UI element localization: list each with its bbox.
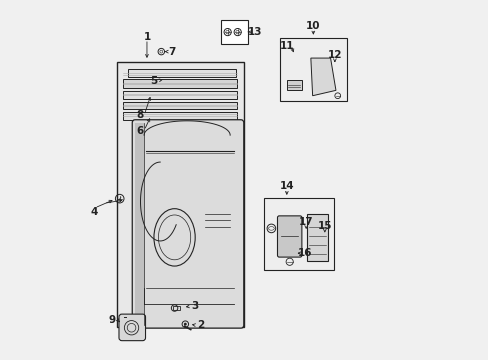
Bar	[122, 79, 237, 88]
Text: 7: 7	[168, 46, 175, 57]
Text: 17: 17	[298, 217, 313, 227]
FancyBboxPatch shape	[132, 120, 244, 328]
Bar	[221, 21, 247, 44]
Bar	[173, 306, 179, 310]
Polygon shape	[310, 58, 335, 96]
Bar	[280, 39, 346, 101]
Text: 5: 5	[150, 76, 157, 86]
Text: 4: 4	[91, 207, 98, 217]
Bar	[306, 214, 327, 261]
Text: 2: 2	[197, 320, 204, 330]
Text: 13: 13	[247, 27, 262, 37]
Bar	[117, 62, 244, 327]
Text: 1: 1	[143, 32, 150, 41]
Bar	[122, 112, 237, 120]
Text: 9: 9	[109, 315, 116, 325]
Bar	[264, 198, 333, 270]
Text: 16: 16	[297, 248, 311, 258]
Text: 6: 6	[136, 126, 143, 135]
FancyBboxPatch shape	[119, 314, 145, 341]
FancyBboxPatch shape	[277, 216, 301, 257]
Bar	[122, 102, 237, 109]
Text: 10: 10	[305, 21, 320, 31]
Text: 8: 8	[136, 111, 143, 121]
Text: 11: 11	[279, 41, 293, 50]
Text: 3: 3	[191, 301, 198, 311]
Bar	[122, 91, 237, 99]
Bar	[128, 69, 235, 77]
Bar	[135, 123, 144, 325]
Circle shape	[183, 323, 186, 325]
Text: 15: 15	[317, 221, 331, 230]
Bar	[286, 80, 301, 90]
Text: 14: 14	[279, 181, 293, 191]
Text: 12: 12	[327, 50, 342, 60]
